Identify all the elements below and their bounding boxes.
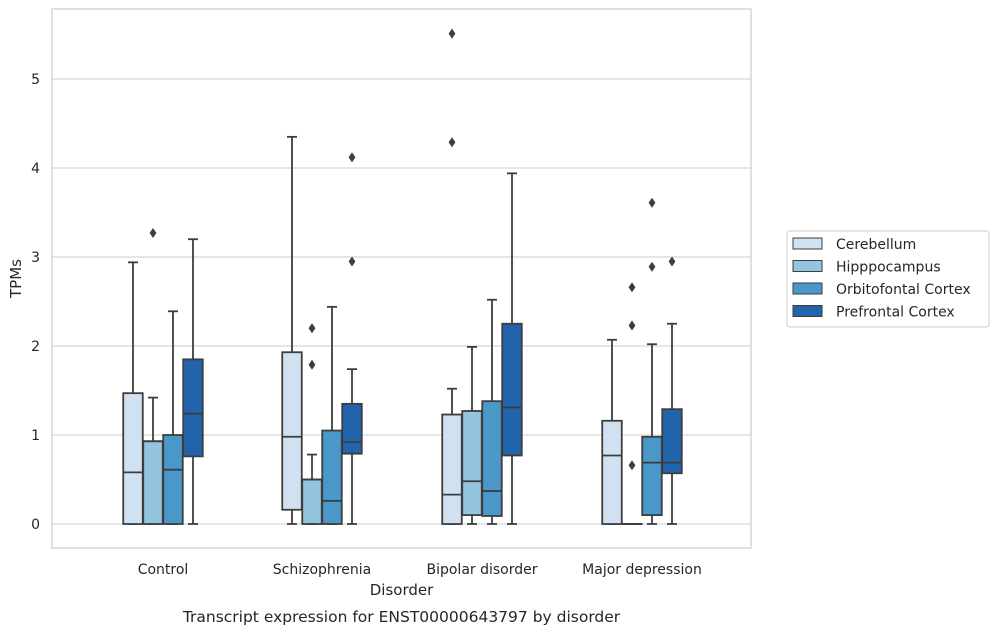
- box-orbitofontal-cortex: [162, 310, 184, 525]
- outlier-point: [348, 256, 356, 267]
- y-tick-labels: 0 1 2 3 4 5: [31, 72, 40, 533]
- box-iqr: [301, 478, 323, 525]
- box-hipppocampus: [461, 345, 483, 525]
- x-axis-label: Disorder: [370, 581, 434, 599]
- box-prefrontal-cortex: [661, 256, 683, 525]
- box-iqr: [142, 440, 164, 525]
- outlier-point: [308, 323, 316, 334]
- outlier-point: [628, 320, 636, 331]
- box-series: [122, 28, 683, 525]
- outlier-point: [648, 261, 656, 272]
- box-prefrontal-cortex: [501, 172, 523, 525]
- legend-swatch: [792, 282, 823, 295]
- chart-caption: Transcript expression for ENST0000064379…: [182, 608, 621, 626]
- box-prefrontal-cortex: [341, 152, 363, 525]
- outlier-point: [668, 256, 676, 267]
- box-iqr: [162, 434, 184, 525]
- box-prefrontal-cortex: [182, 238, 204, 525]
- x-tick-labels: Control Schizophrenia Bipolar disorder Majo…: [138, 562, 702, 578]
- outlier-point: [648, 197, 656, 208]
- legend: Cerebellum Hipppocampus Orbitofontal Corte…: [786, 230, 990, 328]
- outlier-point: [348, 152, 356, 163]
- outlier-point: [628, 282, 636, 293]
- x-tick-label: Schizophrenia: [273, 562, 371, 578]
- legend-swatch: [792, 237, 823, 250]
- outlier-point: [149, 227, 157, 238]
- y-tick-label: 3: [31, 250, 40, 266]
- box-iqr: [321, 429, 343, 525]
- y-axis-label: TPMs: [7, 259, 25, 299]
- box-iqr: [341, 402, 363, 455]
- outlier-point: [448, 28, 456, 39]
- box-iqr: [501, 322, 523, 457]
- box-iqr: [481, 400, 503, 517]
- legend-label: Cerebellum: [836, 237, 916, 253]
- outlier-point: [628, 460, 636, 471]
- y-tick-label: 0: [31, 517, 40, 533]
- box-cerebellum: [281, 135, 303, 525]
- legend-swatch: [792, 260, 823, 272]
- box-iqr: [281, 351, 303, 511]
- box-iqr: [441, 413, 463, 525]
- legend-frame: [786, 230, 990, 328]
- x-tick-label: Major depression: [582, 562, 702, 578]
- box-iqr: [641, 435, 663, 516]
- box-hipppocampus: [621, 282, 643, 525]
- legend-swatch: [792, 305, 823, 317]
- box-cerebellum: [601, 338, 623, 525]
- box-iqr: [122, 392, 144, 525]
- legend-label: Prefrontal Cortex: [836, 305, 955, 321]
- legend-label: Orbitofontal Cortex: [836, 282, 971, 298]
- outlier-point: [448, 137, 456, 148]
- outlier-point: [308, 359, 316, 370]
- box-iqr: [661, 408, 683, 475]
- y-tick-label: 4: [31, 161, 40, 177]
- box-orbitofontal-cortex: [641, 197, 663, 525]
- y-tick-label: 5: [31, 72, 40, 88]
- x-tick-label: Control: [138, 562, 189, 578]
- box-iqr: [601, 419, 623, 525]
- y-tick-label: 1: [31, 428, 40, 444]
- box-iqr: [182, 358, 204, 458]
- legend-label: Hipppocampus: [836, 260, 941, 276]
- box-orbitofontal-cortex: [481, 298, 503, 525]
- x-tick-label: Bipolar disorder: [426, 562, 537, 578]
- box-orbitofontal-cortex: [321, 305, 343, 525]
- box-iqr: [461, 410, 483, 516]
- y-tick-label: 2: [31, 339, 40, 355]
